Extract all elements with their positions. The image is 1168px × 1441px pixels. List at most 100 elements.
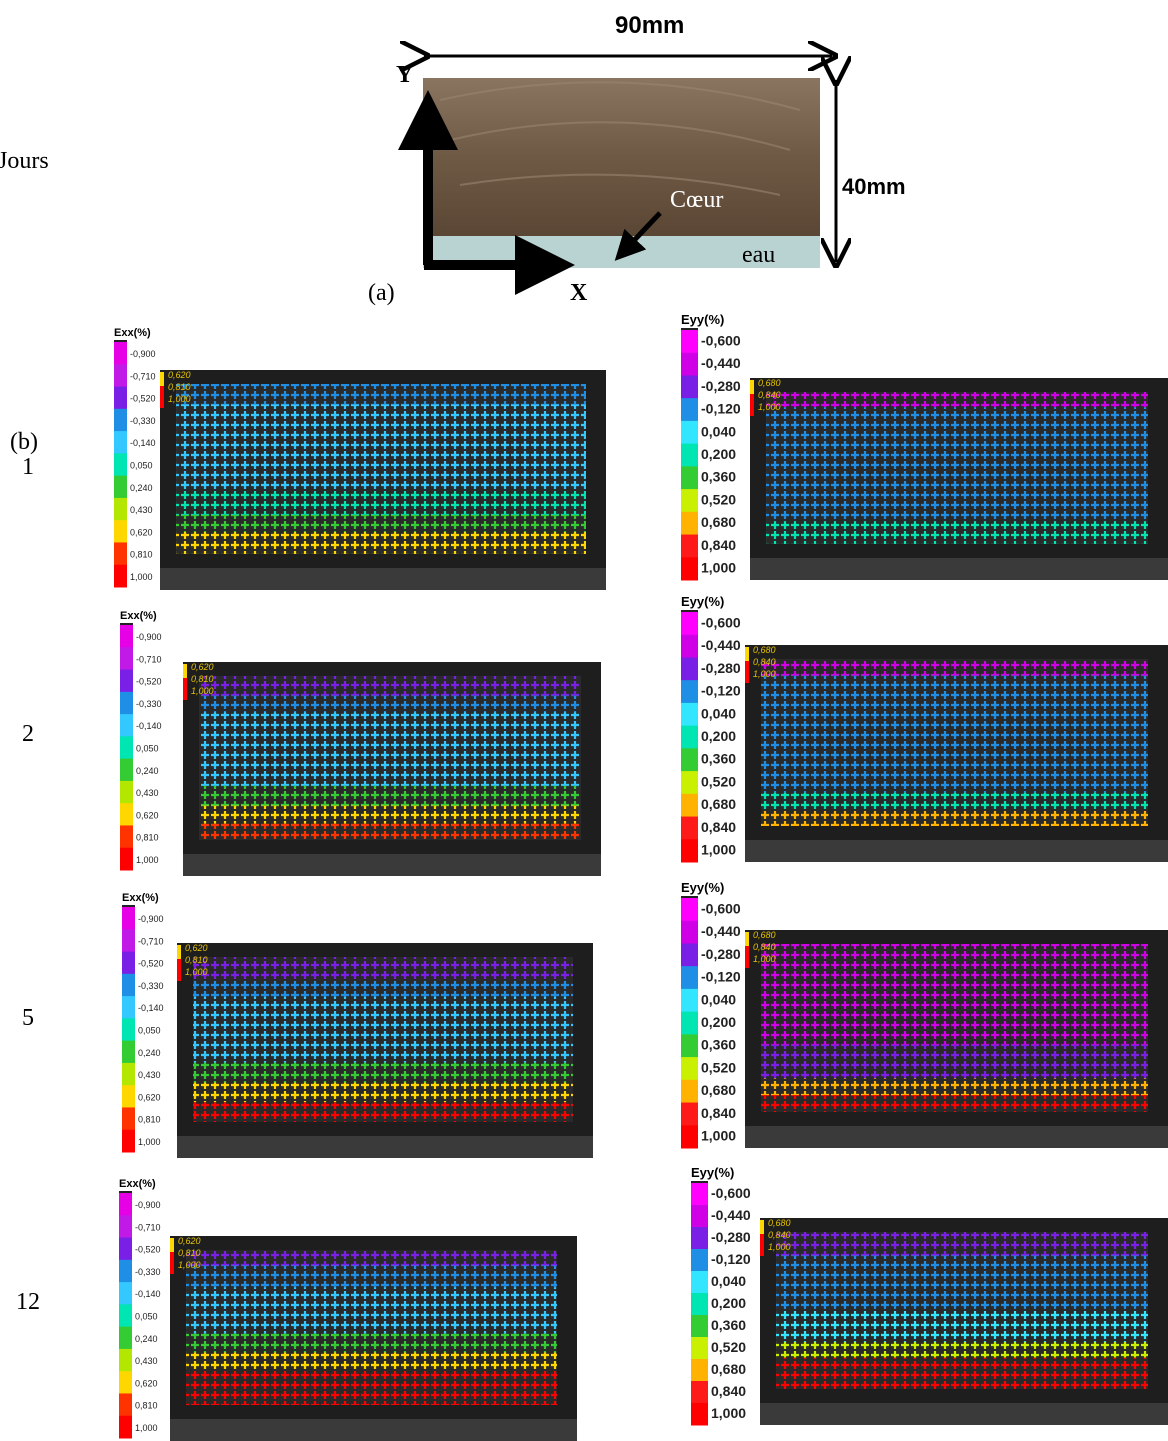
colorbar-segment xyxy=(691,1381,708,1404)
colorbar-segment xyxy=(120,625,133,648)
colorbar-label: -0,710 xyxy=(135,1222,161,1232)
colorbar-label: 0,840 xyxy=(701,819,736,835)
colorbar-label: 0,360 xyxy=(701,1037,736,1053)
cross-band xyxy=(776,1341,1148,1358)
photo-base xyxy=(183,854,601,876)
colorbar-label: 0,240 xyxy=(135,1334,158,1344)
colorbar-segment xyxy=(681,489,698,513)
cross-band xyxy=(776,1232,1148,1256)
a-label: (a) xyxy=(368,280,395,306)
colorbar-top xyxy=(691,1181,708,1183)
cross-band xyxy=(199,805,581,824)
colorbar-segment xyxy=(681,839,698,863)
cross-band xyxy=(176,514,586,532)
colorbar-title: Eyy(%) xyxy=(681,880,724,895)
cross-band xyxy=(193,1082,573,1103)
overlay-stripe xyxy=(745,932,749,946)
strain-map: 0,620 0,810 1,000 xyxy=(160,370,606,590)
colorbar-label: 0,810 xyxy=(130,550,153,560)
colorbar-segment xyxy=(681,725,698,749)
overlay-stripe xyxy=(170,1252,174,1274)
colorbar-segment xyxy=(681,943,698,967)
overlay-label: 1,000 xyxy=(185,967,208,977)
colorbar-segment xyxy=(681,375,698,399)
colorbar-segment xyxy=(681,330,698,354)
colorbar-segment xyxy=(122,1062,135,1086)
colorbar-segment xyxy=(120,647,133,671)
colorbar-label: 1,000 xyxy=(701,842,736,858)
overlay-stripe xyxy=(760,1234,764,1256)
colorbar-segment xyxy=(114,342,127,365)
colorbar-label: -0,600 xyxy=(711,1185,751,1201)
colorbar-segment xyxy=(122,996,135,1019)
colorbar-segment xyxy=(681,511,698,536)
colorbar-segment xyxy=(681,466,698,490)
colorbar-top xyxy=(120,623,133,625)
colorbar-label: 0,430 xyxy=(130,505,153,515)
colorbar-top xyxy=(122,905,135,907)
colorbar-segment xyxy=(119,1415,132,1439)
overlay-stripe xyxy=(160,386,164,408)
colorbar-segment xyxy=(681,534,698,558)
cross-band xyxy=(761,1044,1148,1079)
colorbar-segment xyxy=(681,1125,698,1149)
colorbar-label: 1,000 xyxy=(711,1405,746,1421)
overlay-label: 0,620 xyxy=(168,370,191,380)
core-arrow xyxy=(614,211,662,261)
colorbar-label: 1,000 xyxy=(136,855,159,865)
overlay-stripe xyxy=(183,664,187,678)
colorbar-label: -0,330 xyxy=(135,1267,161,1277)
colorbar-label: 1,000 xyxy=(701,560,736,576)
overlay-label: 0,620 xyxy=(185,943,208,953)
overlay-stripe xyxy=(745,647,749,661)
colorbar-segment xyxy=(681,557,698,581)
overlay-label: 0,680 xyxy=(753,930,776,940)
cross-band xyxy=(199,695,581,713)
colorbar-label: 0,430 xyxy=(136,788,159,798)
colorbar-label: -0,140 xyxy=(130,438,156,448)
day-label: 12 xyxy=(16,1289,40,1315)
colorbar-segment xyxy=(114,364,127,388)
colorbar-label: 0,240 xyxy=(130,483,153,493)
colorbar-label: 0,050 xyxy=(138,1026,161,1036)
colorbar-segment xyxy=(691,1183,708,1206)
overlay-stripe xyxy=(183,678,187,700)
cross-band xyxy=(199,676,581,696)
cross-band xyxy=(193,1102,573,1122)
colorbar-label: 0,040 xyxy=(701,705,736,721)
strain-map: 0,680 0,840 1,000 xyxy=(745,930,1168,1148)
cross-band xyxy=(761,1095,1148,1112)
colorbar-label: -0,120 xyxy=(701,683,741,699)
wood-sample xyxy=(423,78,820,236)
colorbar-label: -0,520 xyxy=(138,959,164,969)
colorbar-segment xyxy=(681,1102,698,1126)
colorbar-segment xyxy=(681,352,698,376)
colorbar-segment xyxy=(681,988,698,1013)
colorbar-segment xyxy=(114,431,127,454)
colorbar-title: Exx(%) xyxy=(114,327,151,339)
colorbar-segment xyxy=(681,443,698,467)
overlay-label: 0,680 xyxy=(758,378,781,388)
cross-band xyxy=(199,785,581,806)
cross-band xyxy=(761,675,1148,793)
colorbar-segment xyxy=(691,1271,708,1294)
overlay-stripe xyxy=(170,1238,174,1252)
core-label: Cœur xyxy=(670,187,723,213)
photo-base xyxy=(750,558,1168,580)
cross-band xyxy=(186,1265,557,1288)
strain-map: 0,680 0,840 1,000 xyxy=(760,1218,1168,1425)
figure-a: 90mm 40mm Y X Cœur eau (a) xyxy=(368,12,906,306)
colorbar: Eyy(%) -0,600 -0,440 -0,280 -0,120 0,040 0,200… xyxy=(681,594,741,863)
colorbar-label: -0,900 xyxy=(130,349,156,359)
colorbar-label: 0,050 xyxy=(135,1312,158,1322)
strain-map: 0,680 0,840 1,000 xyxy=(750,378,1168,580)
colorbar-segment xyxy=(691,1315,708,1338)
cross-band xyxy=(761,1078,1148,1096)
colorbar-label: -0,280 xyxy=(701,660,741,676)
width-label: 90mm xyxy=(615,12,684,39)
colorbar-top xyxy=(119,1191,132,1193)
colorbar-label: -0,120 xyxy=(701,969,741,985)
colorbar-segment xyxy=(681,1011,698,1035)
photo-base xyxy=(177,1136,593,1158)
cross-band xyxy=(761,944,1148,1045)
